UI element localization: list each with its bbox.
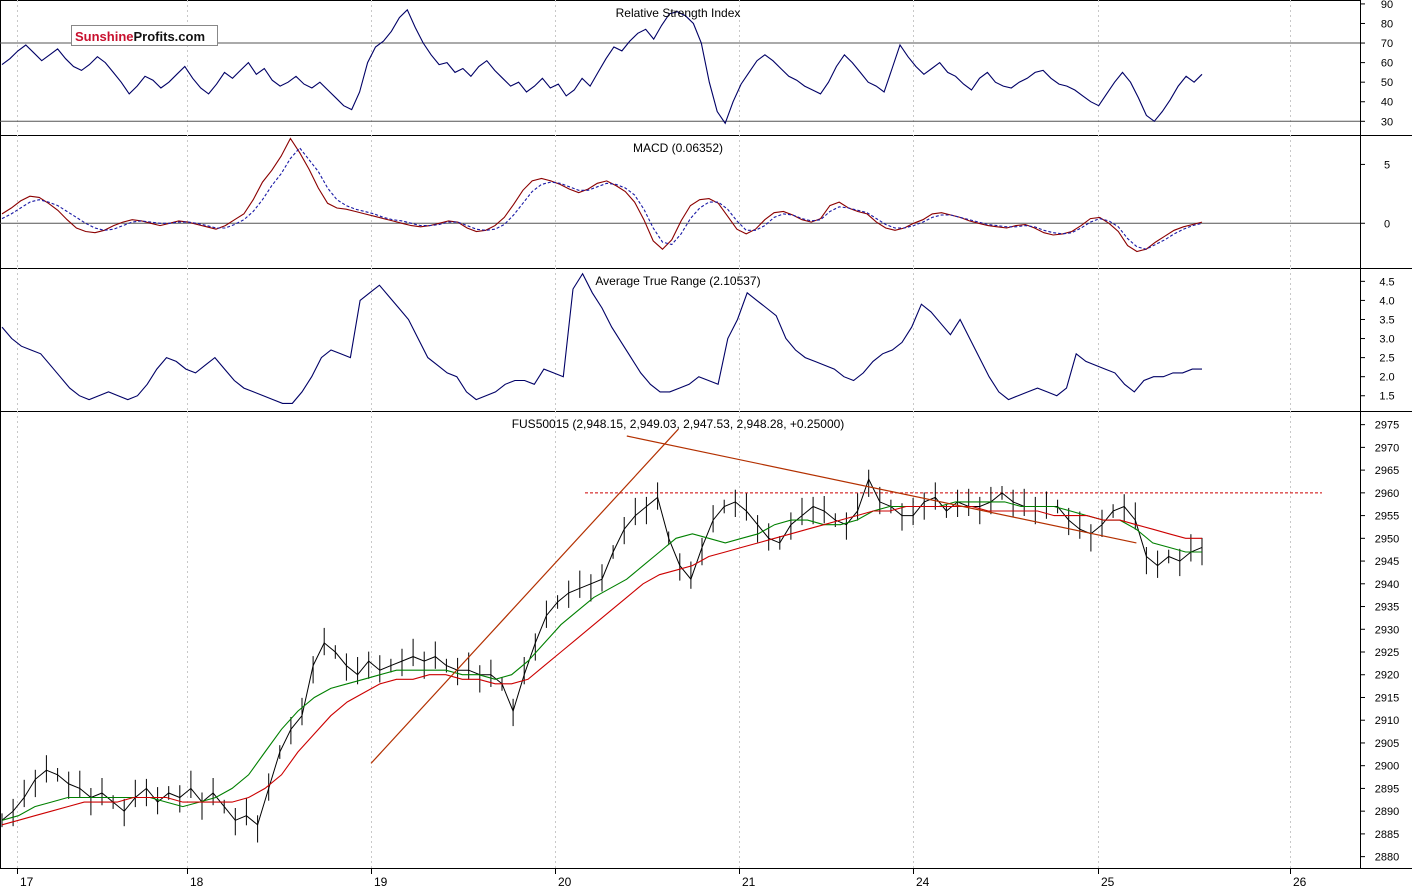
y-tick-label: 2900 (1375, 761, 1399, 773)
y-tick-label: 30 (1381, 116, 1393, 128)
y-tick-label: 2895 (1375, 783, 1399, 795)
series-line-1 (1, 137, 1203, 253)
series-line-1 (1, 477, 1203, 826)
y-tick-label: 80 (1381, 18, 1393, 30)
brand-part1: Sunshine (75, 29, 134, 44)
y-tick-label: 70 (1381, 38, 1393, 50)
y-tick-label: 2930 (1375, 624, 1399, 636)
x-tick-label: 18 (190, 875, 204, 889)
pane-2: 0 5 MACD (0.06352) (0, 135, 1412, 269)
x-tick-label: 24 (916, 875, 930, 889)
y-tick-label: 3.5 (1379, 314, 1394, 326)
y-tick-label: 2.0 (1379, 372, 1394, 384)
pane-title: FUS50015 (2,948.15, 2,949.03, 2,947.53, … (512, 417, 845, 431)
series-line-1 (1, 272, 1202, 404)
x-tick-label: 25 (1101, 875, 1115, 889)
y-tick-label: 2950 (1375, 533, 1399, 545)
pane-title: MACD (0.06352) (633, 141, 723, 155)
y-tick-label: 3.0 (1379, 334, 1394, 346)
y-tick-label: 2915 (1375, 692, 1399, 704)
pane-3: 1.5 2.0 2.5 3.0 3.5 4.0 4.5 Average True Range … (0, 268, 1412, 412)
y-tick-label: 2885 (1375, 829, 1399, 841)
pane-title: Average True Range (2.10537) (595, 274, 760, 288)
y-tick-label: 2910 (1375, 715, 1399, 727)
x-tick-label: 26 (1293, 875, 1307, 889)
x-tick-label: 17 (20, 875, 34, 889)
trend-line-1 (370, 428, 679, 764)
series-line-1 (1, 8, 1203, 125)
y-tick-label: 2940 (1375, 579, 1399, 591)
y-tick-label: 2960 (1375, 488, 1399, 500)
y-tick-label: 2920 (1375, 670, 1399, 682)
y-tick-label: 2.5 (1379, 353, 1394, 365)
y-tick-label: 1.5 (1379, 391, 1394, 403)
y-tick-label: 2955 (1375, 511, 1399, 523)
trend-line-2 (626, 435, 1137, 544)
y-tick-label: 2905 (1375, 738, 1399, 750)
chart-frame (0, 0, 1361, 869)
y-tick-label: 40 (1381, 97, 1393, 109)
x-tick-label: 20 (558, 875, 572, 889)
y-tick-label: 60 (1381, 58, 1393, 70)
y-tick-label: 50 (1381, 77, 1393, 89)
pane-4: 2880 2885 2890 2895 2900 2905 2910 2915 2920 2925… (0, 411, 1412, 869)
pane-title: Relative Strength Index (616, 6, 741, 20)
series-line-3 (1, 505, 1202, 826)
brand-part2: Profits.com (133, 29, 206, 44)
pane-1: 30 40 50 60 70 80 90 Relative Strength Index (0, 0, 1412, 136)
y-tick-label: 2965 (1375, 465, 1399, 477)
y-tick-label: 2935 (1375, 602, 1399, 614)
x-tick-label: 19 (374, 875, 388, 889)
y-tick-label: 2945 (1375, 556, 1399, 568)
series-line-2 (1, 147, 1203, 250)
y-tick-label: 2925 (1375, 647, 1399, 659)
y-tick-label: 4.0 (1379, 295, 1394, 307)
series-line-2 (1, 501, 1202, 821)
y-tick-label: 5 (1384, 159, 1390, 171)
y-tick-label: 2890 (1375, 806, 1399, 818)
y-tick-label: 2880 (1375, 852, 1399, 864)
brand-logo[interactable]: SunshineProfits.com (71, 25, 218, 46)
y-tick-label: 2970 (1375, 442, 1399, 454)
y-tick-label: 0 (1384, 218, 1390, 230)
y-tick-label: 2975 (1375, 420, 1399, 432)
x-tick-label: 21 (742, 875, 756, 889)
y-tick-label: 90 (1381, 0, 1393, 11)
y-tick-label: 4.5 (1379, 276, 1394, 288)
